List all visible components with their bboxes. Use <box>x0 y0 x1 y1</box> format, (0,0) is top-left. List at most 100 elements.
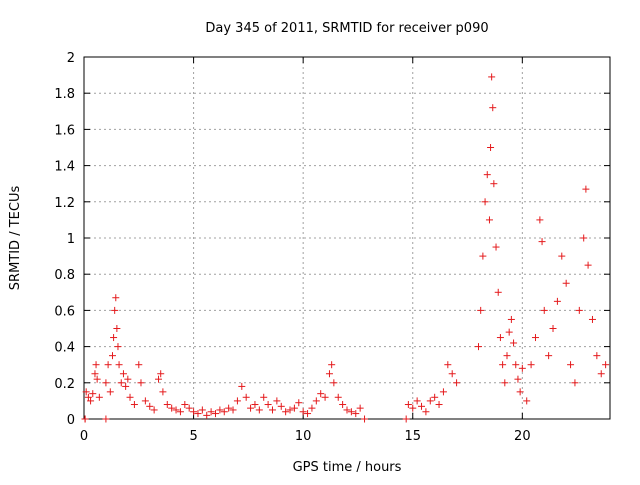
data-point <box>558 252 566 260</box>
data-point <box>203 411 211 419</box>
data-point <box>334 393 342 401</box>
data-point <box>238 382 246 390</box>
data-point <box>247 404 255 412</box>
data-point <box>150 406 158 414</box>
data-point <box>479 252 487 260</box>
data-point <box>492 243 500 251</box>
data-point <box>503 352 511 360</box>
data-point <box>130 401 138 409</box>
data-point <box>588 315 596 323</box>
data-point <box>453 379 461 387</box>
data-point <box>119 370 127 378</box>
data-point <box>225 404 233 412</box>
data-point <box>95 393 103 401</box>
data-point <box>475 343 482 351</box>
data-point <box>264 401 272 409</box>
data-point <box>488 73 496 81</box>
data-point <box>216 406 224 414</box>
data-point <box>82 388 90 396</box>
data-point <box>602 361 610 369</box>
data-point <box>113 325 121 332</box>
data-point <box>448 370 456 378</box>
data-point <box>122 382 130 390</box>
data-point <box>356 404 364 412</box>
data-point <box>562 279 570 287</box>
y-axis-label: SRMTID / TECUs <box>8 186 23 291</box>
x-tick-label: 0 <box>80 429 88 444</box>
data-point <box>106 388 114 396</box>
data-point <box>435 401 443 409</box>
data-point <box>531 334 539 342</box>
data-point <box>485 216 493 224</box>
data-point <box>575 306 583 314</box>
data-point <box>93 375 101 383</box>
data-point <box>505 328 513 336</box>
y-tick-label: 0.6 <box>54 304 75 319</box>
data-point <box>117 379 125 387</box>
y-tick-label: 0 <box>67 413 75 428</box>
data-point <box>84 393 92 401</box>
data-point <box>185 404 193 412</box>
data-point <box>444 361 452 369</box>
y-tick-label: 0.2 <box>54 377 75 392</box>
data-point <box>290 404 298 412</box>
data-point <box>207 408 215 416</box>
x-tick-label: 20 <box>514 429 531 444</box>
data-point <box>523 397 531 405</box>
data-point <box>597 370 605 378</box>
data-point <box>439 388 447 396</box>
data-point <box>163 401 171 409</box>
data-point <box>81 415 89 423</box>
data-point <box>115 361 123 369</box>
data-point <box>549 325 557 332</box>
data-point <box>304 410 312 418</box>
data-points <box>81 73 610 423</box>
y-tick-label: 2 <box>67 51 75 66</box>
data-point <box>102 415 110 423</box>
data-point <box>260 393 268 401</box>
data-point <box>308 404 316 412</box>
data-point <box>87 397 95 405</box>
axis-ticks: 0 5 10 15 20 0 0.2 0.4 0.6 0.8 1 1.2 1.4 1.6 1.8 2 <box>54 51 610 444</box>
y-tick-label: 1.6 <box>54 123 75 138</box>
data-point <box>487 144 495 151</box>
data-point <box>518 364 526 372</box>
data-point <box>404 401 412 409</box>
data-point <box>268 406 276 414</box>
data-point <box>567 361 575 369</box>
data-point <box>593 352 601 360</box>
data-point <box>339 401 347 409</box>
data-point <box>137 379 145 387</box>
data-point <box>135 361 143 369</box>
data-point <box>220 408 228 416</box>
data-point <box>321 393 329 401</box>
x-tick-label: 15 <box>404 429 421 444</box>
data-point <box>328 361 336 369</box>
data-point <box>157 370 165 378</box>
data-point <box>92 361 100 369</box>
data-point <box>431 393 439 401</box>
data-point <box>325 370 333 378</box>
data-point <box>273 397 281 405</box>
data-point <box>477 306 485 314</box>
data-point <box>571 379 579 387</box>
data-point <box>402 415 410 423</box>
data-point <box>538 238 546 246</box>
y-tick-label: 1.4 <box>54 160 75 175</box>
data-point <box>540 306 548 314</box>
data-point <box>343 406 351 414</box>
data-point <box>277 402 285 410</box>
data-point <box>312 397 320 405</box>
data-point <box>330 379 338 387</box>
data-point <box>104 361 112 369</box>
data-point <box>361 415 369 423</box>
data-point <box>580 234 588 242</box>
data-point <box>176 408 184 416</box>
data-point <box>282 408 290 416</box>
x-axis-label: GPS time / hours <box>293 460 402 475</box>
data-point <box>514 375 522 383</box>
data-point <box>489 104 497 112</box>
data-point <box>229 406 237 414</box>
data-point <box>483 171 491 179</box>
